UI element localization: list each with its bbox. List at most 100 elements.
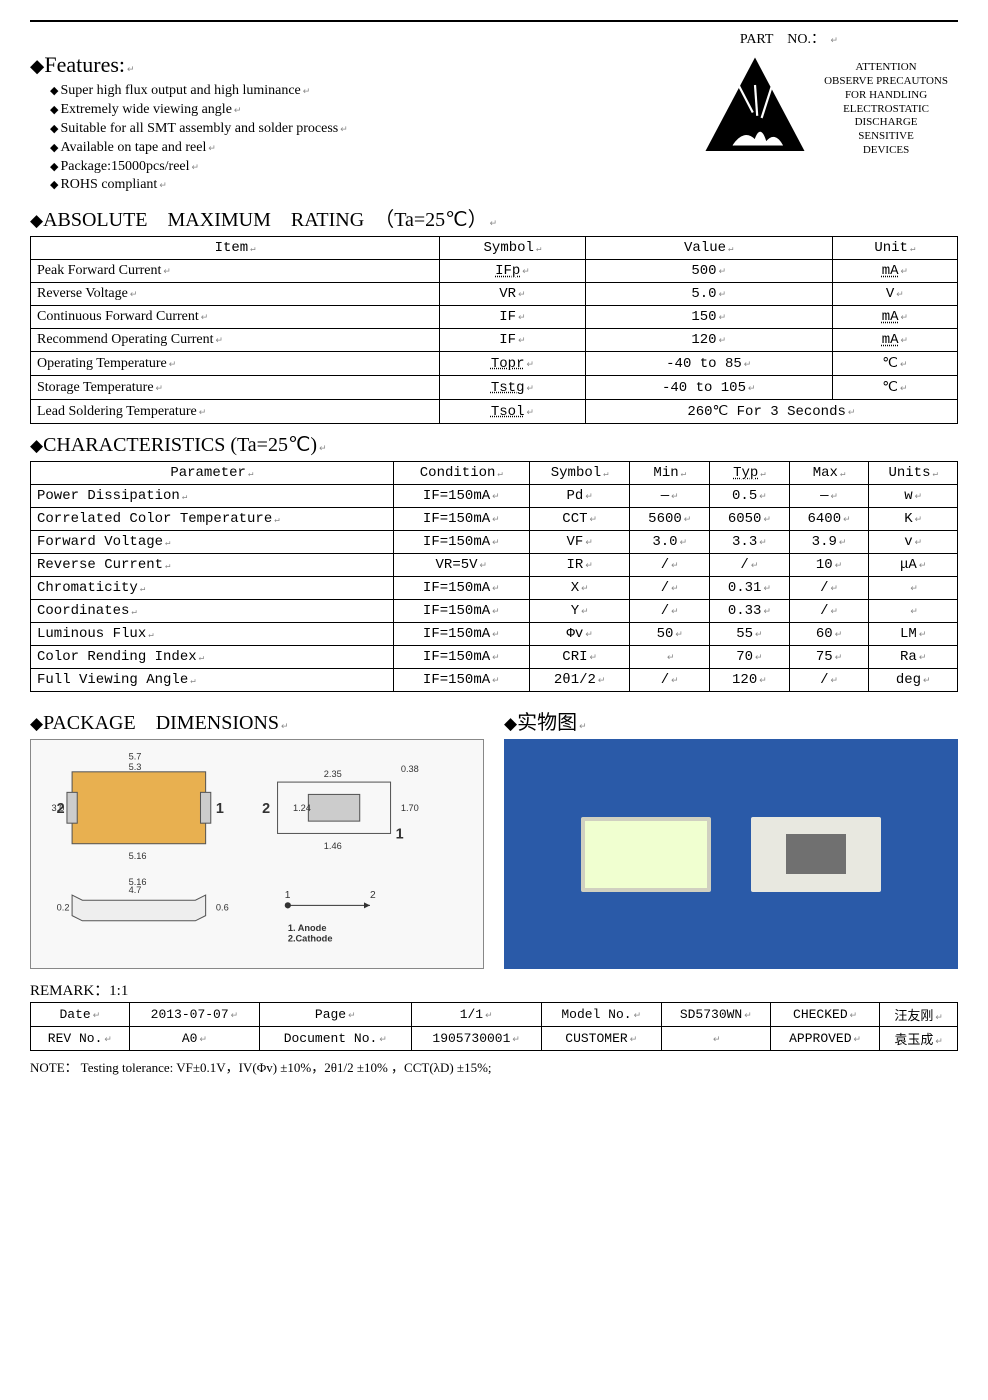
- svg-text:2.Cathode: 2.Cathode: [288, 934, 333, 944]
- led-chip-back: [751, 817, 881, 892]
- esd-block: ATTENTIONOBSERVE PRECAUTONSFOR HANDLINGE…: [700, 52, 958, 167]
- svg-text:2.35: 2.35: [324, 769, 342, 779]
- features-title: ◆Features:: [30, 52, 700, 78]
- table-row: ChromaticityIF=150mAX/0.31/: [31, 577, 958, 600]
- led-chip-front: [581, 817, 711, 892]
- table-header: Value: [585, 237, 832, 260]
- svg-text:1.46: 1.46: [324, 841, 342, 851]
- table-row: REV No.A0Document No.1905730001CUSTOMER A…: [31, 1027, 958, 1051]
- table-row: Reverse CurrentVR=5VIR//10μA: [31, 554, 958, 577]
- svg-text:0.2: 0.2: [57, 903, 70, 913]
- footer-cell: Date: [31, 1003, 130, 1027]
- photo-col: ◆实物图: [504, 698, 958, 969]
- note-text: NOTE： Testing tolerance: VF±0.1V，IV(Φv) …: [30, 1057, 958, 1076]
- table-header: Max: [789, 462, 869, 485]
- features-title-text: Features:: [44, 52, 125, 77]
- footer-cell: 1905730001: [411, 1027, 541, 1051]
- table-header: Units: [869, 462, 958, 485]
- svg-text:5.7: 5.7: [129, 752, 142, 762]
- table-row: Luminous FluxIF=150mAΦv505560LM: [31, 623, 958, 646]
- table-row: Lead Soldering TemperatureTsol260℃ For 3…: [31, 400, 958, 424]
- table-header: Typ: [710, 462, 790, 485]
- footer-cell: CUSTOMER: [541, 1027, 661, 1051]
- package-dim-title: ◆PACKAGE DIMENSIONS: [30, 706, 484, 735]
- table-row: Recommend Operating CurrentIF120mA: [31, 329, 958, 352]
- footer-cell: REV No.: [31, 1027, 130, 1051]
- char-title: ◆CHARACTERISTICS (Ta=25℃): [30, 432, 958, 457]
- footer-cell: CHECKED: [770, 1003, 879, 1027]
- footer-cell: 1/1: [411, 1003, 541, 1027]
- part-no-label: PART NO.：: [30, 28, 958, 48]
- footer-cell: 2013-07-07: [129, 1003, 259, 1027]
- dimensions-row: ◆PACKAGE DIMENSIONS 5.7 5.3 3.0 2 1 5.16…: [30, 698, 958, 969]
- package-dim-col: ◆PACKAGE DIMENSIONS 5.7 5.3 3.0 2 1 5.16…: [30, 698, 484, 969]
- table-row: CoordinatesIF=150mAY/0.33/: [31, 600, 958, 623]
- feature-item: Suitable for all SMT assembly and solder…: [50, 120, 700, 139]
- photo-title: ◆实物图: [504, 706, 958, 735]
- table-row: Color Rending IndexIF=150mACRI7075Ra: [31, 646, 958, 669]
- footer-cell: APPROVED: [770, 1027, 879, 1051]
- part-no-text: PART NO.：: [740, 32, 825, 47]
- footer-cell: A0: [129, 1027, 259, 1051]
- photo-title-text: 实物图: [517, 712, 577, 734]
- features-block: ◆Features: Super high flux output and hi…: [30, 52, 700, 195]
- footer-cell: Model No.: [541, 1003, 661, 1027]
- svg-text:2: 2: [370, 891, 376, 902]
- table-row: Full Viewing AngleIF=150mA2θ1/2/120/deg: [31, 669, 958, 692]
- svg-text:1. Anode: 1. Anode: [288, 923, 327, 933]
- svg-text:2: 2: [57, 801, 65, 817]
- svg-text:5.16: 5.16: [129, 851, 147, 861]
- footer-cell: Document No.: [260, 1027, 411, 1051]
- abs-max-table: ItemSymbolValueUnitPeak Forward CurrentI…: [30, 236, 958, 424]
- esd-warning-text: ATTENTIONOBSERVE PRECAUTONSFOR HANDLINGE…: [824, 61, 948, 157]
- footer-cell: 汪友刚: [880, 1003, 958, 1027]
- table-header: Symbol: [440, 237, 586, 260]
- table-row: Date2013-07-07Page1/1Model No.SD5730WNCH…: [31, 1003, 958, 1027]
- table-row: Operating TemperatureTopr-40 to 85℃: [31, 352, 958, 376]
- esd-icon: [700, 52, 810, 167]
- feature-item: Super high flux output and high luminanc…: [50, 82, 700, 101]
- svg-text:2: 2: [262, 801, 270, 817]
- table-header: Min: [630, 462, 710, 485]
- table-row: Storage TemperatureTstg-40 to 105℃: [31, 376, 958, 400]
- table-header: Condition: [393, 462, 529, 485]
- characteristics-table: ParameterConditionSymbolMinTypMaxUnitsPo…: [30, 461, 958, 692]
- svg-text:1.70: 1.70: [401, 803, 419, 813]
- table-header: Unit: [832, 237, 957, 260]
- dimension-drawing: 5.7 5.3 3.0 2 1 5.16 2.35 1.24 1.70 0.38…: [30, 739, 484, 969]
- footer-cell: SD5730WN: [661, 1003, 770, 1027]
- svg-text:1: 1: [216, 801, 224, 817]
- remark-label: REMARK：1:1: [30, 979, 958, 1000]
- svg-text:1: 1: [285, 891, 291, 902]
- footer-cell: Page: [260, 1003, 411, 1027]
- abs-max-title: ◆ABSOLUTE MAXIMUM RATING （Ta=25℃）: [30, 203, 958, 232]
- feature-item: ROHS compliant: [50, 176, 700, 195]
- feature-item: Package:15000pcs/reel: [50, 158, 700, 177]
- table-row: Reverse VoltageVR5.0V: [31, 283, 958, 306]
- table-row: Correlated Color TemperatureIF=150mACCT5…: [31, 508, 958, 531]
- table-header: Item: [31, 237, 440, 260]
- features-list: Super high flux output and high luminanc…: [30, 82, 700, 195]
- svg-text:0.6: 0.6: [216, 903, 229, 913]
- svg-text:4.7: 4.7: [129, 885, 142, 895]
- photo-box: [504, 739, 958, 969]
- footer-cell: 袁玉成: [880, 1027, 958, 1051]
- char-title-text: CHARACTERISTICS (Ta=25℃): [43, 434, 317, 456]
- feature-item: Extremely wide viewing angle: [50, 101, 700, 120]
- abs-max-title-text: ABSOLUTE MAXIMUM RATING （Ta=25℃）: [43, 209, 488, 231]
- feature-item: Available on tape and reel: [50, 139, 700, 158]
- footer-cell: [661, 1027, 770, 1051]
- table-row: Power DissipationIF=150mAPd—0.5—w: [31, 485, 958, 508]
- svg-text:1.24: 1.24: [293, 803, 311, 813]
- led-pad: [786, 834, 846, 874]
- package-dim-title-text: PACKAGE DIMENSIONS: [43, 712, 279, 734]
- table-row: Forward VoltageIF=150mAVF3.03.33.9v: [31, 531, 958, 554]
- table-header: Parameter: [31, 462, 394, 485]
- svg-text:1: 1: [396, 827, 404, 843]
- svg-text:0.38: 0.38: [401, 764, 419, 774]
- table-row: Peak Forward CurrentIFp500mA: [31, 260, 958, 283]
- footer-table: Date2013-07-07Page1/1Model No.SD5730WNCH…: [30, 1002, 958, 1051]
- svg-text:5.3: 5.3: [129, 762, 142, 772]
- table-header: Symbol: [529, 462, 629, 485]
- top-rule: [30, 20, 958, 22]
